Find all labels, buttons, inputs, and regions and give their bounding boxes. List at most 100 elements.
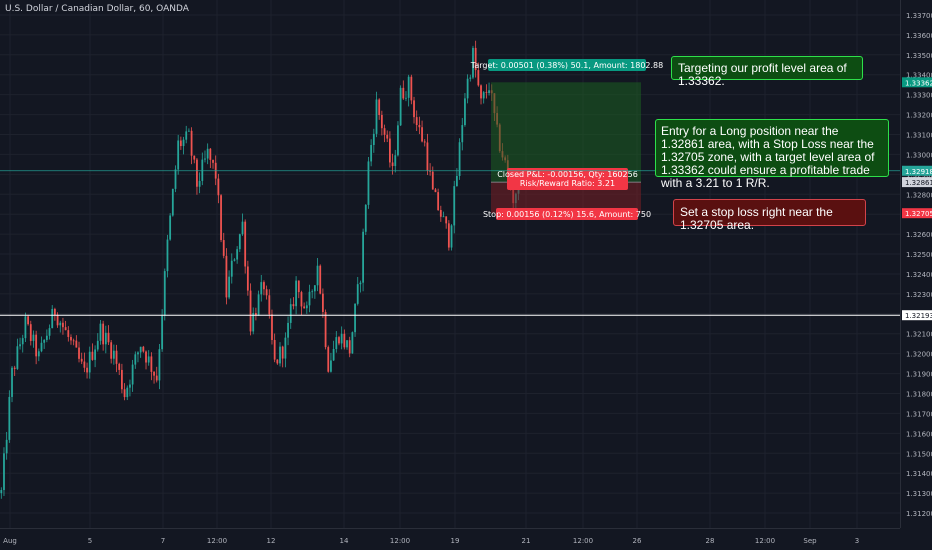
price-tick-label: 1.33000	[906, 151, 932, 159]
stop-label-bg	[496, 208, 638, 220]
candle-body	[233, 259, 236, 261]
price-tick-label: 1.32100	[906, 331, 932, 339]
price-badge[interactable]	[902, 165, 932, 176]
target-label-text: Target: 0.00501 (0.38%) 50.1, Amount: 18…	[470, 61, 663, 70]
target-label[interactable]: Target: 0.00501 (0.38%) 50.1, Amount: 18…	[470, 59, 663, 71]
stop-label[interactable]: Stop: 0.00156 (0.12%) 15.6, Amount: 750	[483, 208, 651, 220]
stop-label-text: Stop: 0.00156 (0.12%) 15.6, Amount: 750	[483, 210, 651, 219]
candle-body	[431, 171, 434, 190]
candle-body	[268, 295, 271, 315]
candle-body	[485, 92, 488, 94]
time-tick-label: 12	[267, 537, 276, 545]
candle-body	[410, 76, 413, 101]
candle-body	[474, 47, 477, 71]
candle-body	[372, 133, 375, 145]
candle-body	[437, 192, 440, 211]
candle-body	[99, 323, 102, 341]
candle-body	[391, 162, 394, 167]
candle-body	[260, 282, 263, 295]
candle-body	[16, 346, 19, 369]
candle-body	[287, 322, 289, 338]
candle-body	[453, 186, 456, 226]
candle-body	[295, 280, 297, 307]
grid	[0, 0, 900, 528]
candle-body	[104, 332, 107, 345]
candle-body	[359, 282, 362, 285]
candle-body	[303, 306, 306, 309]
profit-zone[interactable]	[491, 82, 641, 183]
candle-body	[182, 139, 185, 147]
price-tick-label: 1.31600	[906, 430, 932, 438]
stop-note[interactable]: Set a stop loss right near the 1.32705 a…	[673, 199, 866, 232]
candle-body	[313, 285, 316, 292]
candle-body	[472, 47, 474, 78]
candle-body	[179, 140, 182, 147]
time-axis[interactable]: Aug 5 7 12:00 12 14 12:00 19 21 12:00 26 28 12:00 Sep…	[0, 528, 900, 546]
candle-body	[482, 92, 485, 99]
entry-note[interactable]: Entry for a Long position near the 1.328…	[655, 119, 889, 190]
closed-pnl-label[interactable]: Closed P&L: -0.00156, Qty: 160256Risk/Re…	[497, 168, 638, 190]
time-tick-label: 14	[340, 537, 349, 545]
time-tick-label: 19	[451, 537, 460, 545]
candle-body	[257, 294, 260, 316]
price-badge-label: 1.32861	[905, 179, 932, 187]
price-tick-label: 1.31700	[906, 410, 932, 418]
price-tick-label: 1.32500	[906, 251, 932, 259]
candle-body	[145, 351, 147, 363]
candle-body	[78, 347, 80, 359]
candle-body	[447, 223, 450, 248]
candle-body	[118, 363, 121, 370]
candle-body	[115, 350, 118, 364]
candle-body	[271, 314, 273, 340]
price-tick-label: 1.33400	[906, 72, 932, 80]
candle-body	[346, 340, 348, 348]
candle-body	[394, 155, 397, 167]
time-tick-label: 3	[855, 537, 859, 545]
candle-body	[439, 210, 442, 217]
candle-body	[255, 313, 257, 316]
price-tick-label: 1.32400	[906, 271, 932, 279]
candle-body	[56, 314, 59, 326]
candle-body	[338, 337, 340, 344]
price-badge[interactable]	[902, 310, 932, 321]
candle-body	[209, 148, 212, 160]
candle-body	[464, 98, 466, 126]
price-badge[interactable]	[902, 208, 932, 219]
price-badge-label: 1.32705	[905, 210, 932, 218]
candle-body	[330, 360, 332, 372]
target-note[interactable]: Targeting our profit level area of 1.333…	[671, 56, 863, 88]
candle-body	[37, 351, 40, 357]
candle-body	[51, 308, 54, 329]
candle-body	[327, 347, 330, 372]
position-tool[interactable]: Target: 0.00501 (0.38%) 50.1, Amount: 18…	[470, 59, 663, 220]
candle-body	[405, 97, 407, 99]
time-tick-label: Aug	[3, 537, 17, 545]
candle-body	[322, 293, 324, 313]
candle-body	[142, 346, 145, 352]
time-tick-label: 12:00	[573, 537, 593, 545]
price-badge-label: 1.32193	[905, 312, 932, 320]
candle-body	[241, 221, 244, 235]
price-badge[interactable]	[902, 77, 932, 88]
target-label-bg	[488, 59, 646, 71]
candle-body	[102, 323, 105, 345]
candle-body	[415, 117, 418, 126]
candle-body	[123, 389, 126, 398]
candle-body	[72, 340, 75, 342]
candle-body	[284, 337, 287, 359]
price-tick-label: 1.32800	[906, 191, 932, 199]
candle-body	[319, 265, 322, 294]
price-badge[interactable]	[902, 177, 932, 188]
candle-body	[134, 354, 137, 365]
candle-body	[190, 130, 193, 156]
candle-body	[281, 346, 284, 359]
price-axis[interactable]: 1.33700 1.33600 1.33500 1.33400 1.33300 1.332…	[900, 0, 932, 550]
candle-body	[126, 387, 129, 398]
candle-body	[196, 159, 198, 187]
candle-body	[153, 371, 155, 376]
candle-body	[236, 249, 239, 260]
candle-body	[279, 346, 281, 364]
candle-body	[413, 100, 415, 118]
candle-body	[21, 338, 24, 345]
